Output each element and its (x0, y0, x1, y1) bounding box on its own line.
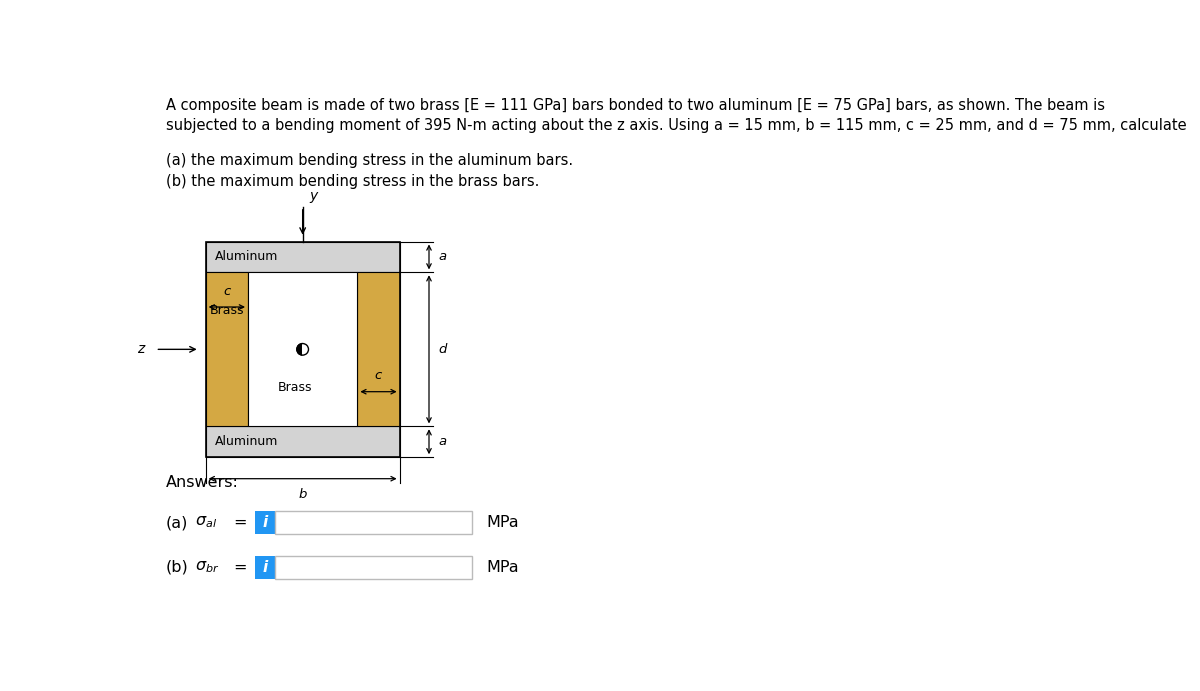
Text: $\sigma_{br}$: $\sigma_{br}$ (194, 560, 220, 575)
Bar (254, 556, 275, 579)
Text: d: d (438, 343, 446, 356)
Text: =: = (234, 515, 247, 530)
Text: MPa: MPa (486, 560, 518, 575)
Wedge shape (296, 343, 302, 355)
Text: MPa: MPa (486, 515, 518, 530)
Bar (358, 272, 400, 426)
Text: Answers:: Answers: (166, 475, 239, 490)
Bar (206, 426, 400, 457)
Text: z: z (137, 342, 144, 357)
Bar (275, 556, 473, 579)
Bar (248, 272, 358, 426)
Bar (206, 242, 400, 457)
Text: a: a (438, 435, 446, 448)
Text: c: c (374, 370, 382, 382)
Text: Aluminum: Aluminum (215, 250, 278, 263)
Text: =: = (234, 560, 247, 575)
Bar (206, 272, 248, 426)
Text: Brass: Brass (210, 304, 244, 317)
Bar (254, 511, 275, 534)
Text: i: i (262, 560, 268, 575)
Text: Brass: Brass (277, 381, 312, 395)
Text: Aluminum: Aluminum (215, 435, 278, 448)
Text: A composite beam is made of two brass [E = 111 GPa] bars bonded to two aluminum : A composite beam is made of two brass [E… (166, 97, 1104, 113)
Wedge shape (302, 343, 308, 355)
Text: (b) the maximum bending stress in the brass bars.: (b) the maximum bending stress in the br… (166, 173, 539, 189)
Text: $\sigma_{al}$: $\sigma_{al}$ (194, 515, 217, 531)
Bar (206, 242, 400, 272)
Text: i: i (262, 515, 268, 530)
Text: (a) the maximum bending stress in the aluminum bars.: (a) the maximum bending stress in the al… (166, 153, 572, 168)
Bar (275, 511, 473, 534)
Text: b: b (299, 488, 307, 501)
Text: (a): (a) (166, 515, 188, 530)
Text: (b): (b) (166, 560, 188, 575)
Text: subjected to a bending moment of 395 N-m acting about the z axis. Using a = 15 m: subjected to a bending moment of 395 N-m… (166, 117, 1186, 133)
Text: c: c (223, 285, 230, 298)
Text: y: y (308, 189, 317, 203)
Text: a: a (438, 250, 446, 263)
